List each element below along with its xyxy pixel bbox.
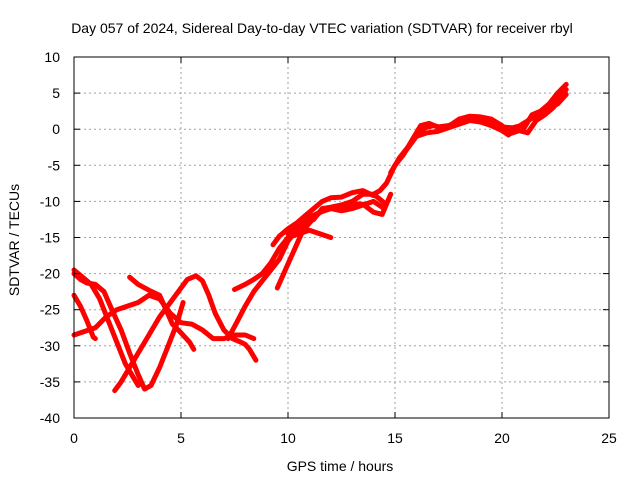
series-arc-4: [71, 292, 98, 342]
y-tick-label: -30: [40, 338, 60, 354]
y-tick-label: -20: [40, 266, 60, 282]
series-arc-6: [112, 273, 259, 394]
series-arc-8: [232, 227, 334, 292]
x-tick-label: 25: [601, 430, 617, 446]
x-tick-label: 20: [494, 430, 510, 446]
grid: [74, 57, 609, 418]
series-arc-12: [371, 87, 567, 197]
y-axis-label: SDTVAR / TECUs: [6, 184, 22, 296]
y-tick-label: -10: [40, 193, 60, 209]
x-tick-labels: 0 5 10 15 20 25: [70, 430, 617, 446]
y-tick-label: 0: [52, 121, 60, 137]
x-tick-label: 15: [387, 430, 403, 446]
y-tick-labels: -40 -35 -30 -25 -20 -15 -10 -5 0 5 10: [40, 49, 60, 426]
series-arc-2: [71, 267, 141, 388]
axis-ticks: [73, 56, 610, 419]
series-arc-14: [403, 92, 569, 154]
x-tick-label: 10: [280, 430, 296, 446]
series-layer: [71, 81, 569, 394]
y-tick-label: 5: [52, 85, 60, 101]
y-tick-label: -15: [40, 230, 60, 246]
x-axis-label: GPS time / hours: [287, 458, 394, 474]
y-tick-label: -25: [40, 302, 60, 318]
series-arc-15: [520, 81, 569, 132]
series-arc-10: [270, 188, 377, 248]
y-tick-label: 10: [44, 49, 60, 65]
series-arc-11: [285, 198, 387, 237]
x-tick-label: 5: [177, 430, 185, 446]
x-tick-label: 0: [70, 430, 78, 446]
chart-title: Day 057 of 2024, Sidereal Day-to-day VTE…: [71, 20, 573, 36]
y-tick-label: -40: [40, 410, 60, 426]
y-tick-label: -5: [48, 157, 61, 173]
y-tick-label: -35: [40, 374, 60, 390]
